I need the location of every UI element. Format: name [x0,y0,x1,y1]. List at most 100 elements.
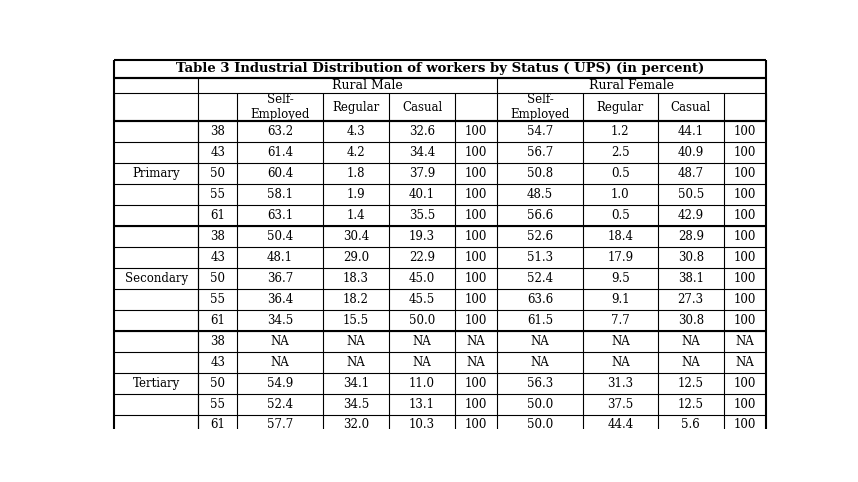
Text: 50.0: 50.0 [409,314,435,327]
Text: Primary: Primary [132,167,180,180]
Text: NA: NA [467,335,486,348]
Text: 2.5: 2.5 [611,146,630,159]
Text: 48.7: 48.7 [678,167,704,180]
Text: 55: 55 [210,293,225,306]
Text: 12.5: 12.5 [678,398,704,411]
Text: 42.9: 42.9 [678,209,704,222]
Text: 10.3: 10.3 [409,418,435,431]
Text: 100: 100 [734,230,756,243]
Text: 50.4: 50.4 [267,230,293,243]
Text: 30.4: 30.4 [343,230,369,243]
Text: 100: 100 [465,188,487,201]
Text: 56.7: 56.7 [527,146,553,159]
Text: 17.9: 17.9 [607,251,633,264]
Text: 100: 100 [465,376,487,389]
Text: 52.4: 52.4 [527,272,553,285]
Text: 100: 100 [465,167,487,180]
Text: 30.8: 30.8 [678,314,704,327]
Text: 18.4: 18.4 [607,230,633,243]
Text: Regular: Regular [596,101,644,114]
Text: NA: NA [735,335,754,348]
Text: 100: 100 [734,188,756,201]
Text: NA: NA [413,356,432,369]
Text: 15.5: 15.5 [343,314,369,327]
Text: 34.4: 34.4 [409,146,435,159]
Text: 100: 100 [734,209,756,222]
Text: 18.2: 18.2 [343,293,369,306]
Text: Regular: Regular [332,101,380,114]
Text: 57.7: 57.7 [267,418,293,431]
Text: 13.1: 13.1 [409,398,435,411]
Text: 7.7: 7.7 [611,314,630,327]
Text: 50.5: 50.5 [678,188,704,201]
Text: 51.3: 51.3 [527,251,553,264]
Text: 1.4: 1.4 [347,209,366,222]
Text: 63.6: 63.6 [527,293,553,306]
Text: 55: 55 [210,398,225,411]
Text: 43: 43 [210,356,225,369]
Text: 40.1: 40.1 [409,188,435,201]
Text: 9.1: 9.1 [611,293,630,306]
Text: 56.6: 56.6 [527,209,553,222]
Text: 38: 38 [210,125,225,138]
Text: 38: 38 [210,230,225,243]
Text: Rural Female: Rural Female [589,79,674,92]
Text: 100: 100 [465,418,487,431]
Text: 32.0: 32.0 [343,418,369,431]
Text: 100: 100 [465,125,487,138]
Text: 40.9: 40.9 [678,146,704,159]
Text: NA: NA [530,356,549,369]
Text: Tertiary: Tertiary [132,376,180,389]
Text: NA: NA [467,356,486,369]
Text: Rural Male: Rural Male [331,79,402,92]
Text: 61.5: 61.5 [527,314,553,327]
Text: 0.5: 0.5 [611,209,630,222]
Text: 34.1: 34.1 [343,376,369,389]
Text: 11.0: 11.0 [409,376,435,389]
Text: 100: 100 [465,314,487,327]
Text: 1.9: 1.9 [347,188,366,201]
Text: 54.7: 54.7 [527,125,553,138]
Text: 50: 50 [210,376,225,389]
Text: 1.2: 1.2 [611,125,630,138]
Text: 100: 100 [465,251,487,264]
Text: 60.4: 60.4 [267,167,293,180]
Text: 5.6: 5.6 [681,418,700,431]
Text: 52.4: 52.4 [267,398,293,411]
Text: 50.0: 50.0 [527,398,553,411]
Text: 58.1: 58.1 [267,188,293,201]
Text: 12.5: 12.5 [678,376,704,389]
Text: 50: 50 [210,167,225,180]
Text: Casual: Casual [402,101,442,114]
Text: 100: 100 [465,146,487,159]
Text: NA: NA [681,335,700,348]
Text: 32.6: 32.6 [409,125,435,138]
Text: NA: NA [270,356,289,369]
Text: NA: NA [611,356,630,369]
Text: NA: NA [413,335,432,348]
Text: 28.9: 28.9 [678,230,704,243]
Text: 54.9: 54.9 [267,376,293,389]
Text: NA: NA [270,335,289,348]
Text: NA: NA [611,335,630,348]
Text: 63.1: 63.1 [267,209,293,222]
Text: Casual: Casual [671,101,711,114]
Text: 35.5: 35.5 [409,209,435,222]
Text: 100: 100 [465,293,487,306]
Text: 18.3: 18.3 [343,272,369,285]
Text: 4.3: 4.3 [347,125,366,138]
Text: 100: 100 [734,167,756,180]
Text: 100: 100 [734,398,756,411]
Text: Secondary: Secondary [124,272,188,285]
Text: 38: 38 [210,335,225,348]
Text: 19.3: 19.3 [409,230,435,243]
Text: 37.5: 37.5 [607,398,633,411]
Text: 100: 100 [734,146,756,159]
Text: 44.1: 44.1 [678,125,704,138]
Text: 48.5: 48.5 [527,188,553,201]
Text: 1.0: 1.0 [611,188,630,201]
Text: 44.4: 44.4 [607,418,633,431]
Text: 0.5: 0.5 [611,167,630,180]
Text: 50.8: 50.8 [527,167,553,180]
Text: 63.2: 63.2 [267,125,293,138]
